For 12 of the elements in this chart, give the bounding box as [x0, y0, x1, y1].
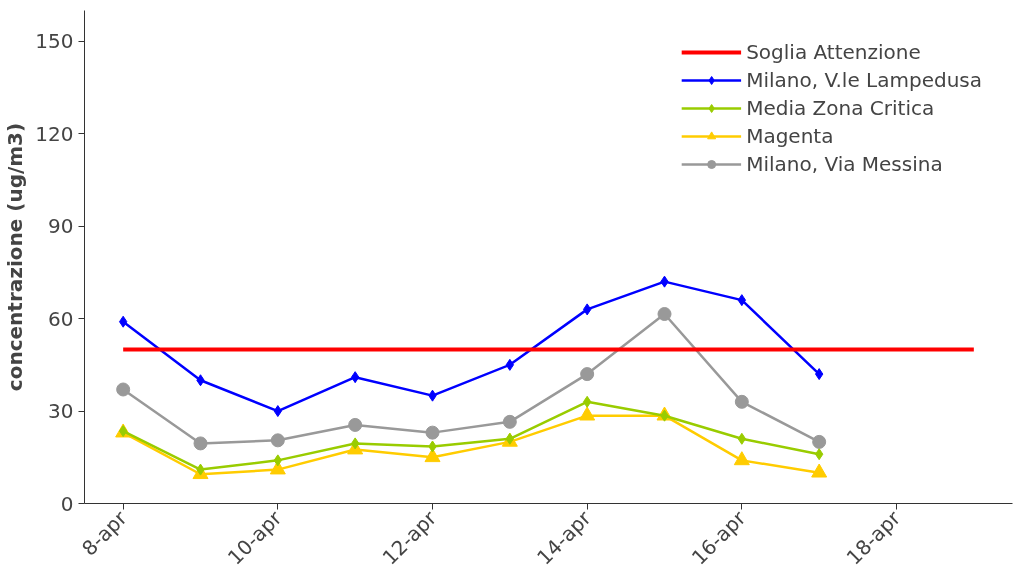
legend-label: Milano, V.le Lampedusa — [746, 68, 982, 92]
legend-label: Magenta — [746, 124, 834, 148]
y-tick-label: 60 — [48, 306, 74, 331]
y-tick-label: 150 — [35, 29, 74, 54]
legend-label: Milano, Via Messina — [746, 152, 943, 176]
y-axis-title: concentrazione (ug/m3) — [3, 122, 28, 392]
legend-label: Media Zona Critica — [746, 96, 935, 120]
y-tick-label: 90 — [48, 214, 74, 239]
y-tick-label: 120 — [35, 121, 74, 146]
y-tick-label: 0 — [60, 491, 74, 516]
legend-label: Soglia Attenzione — [746, 40, 921, 64]
y-tick-label: 30 — [48, 399, 74, 424]
